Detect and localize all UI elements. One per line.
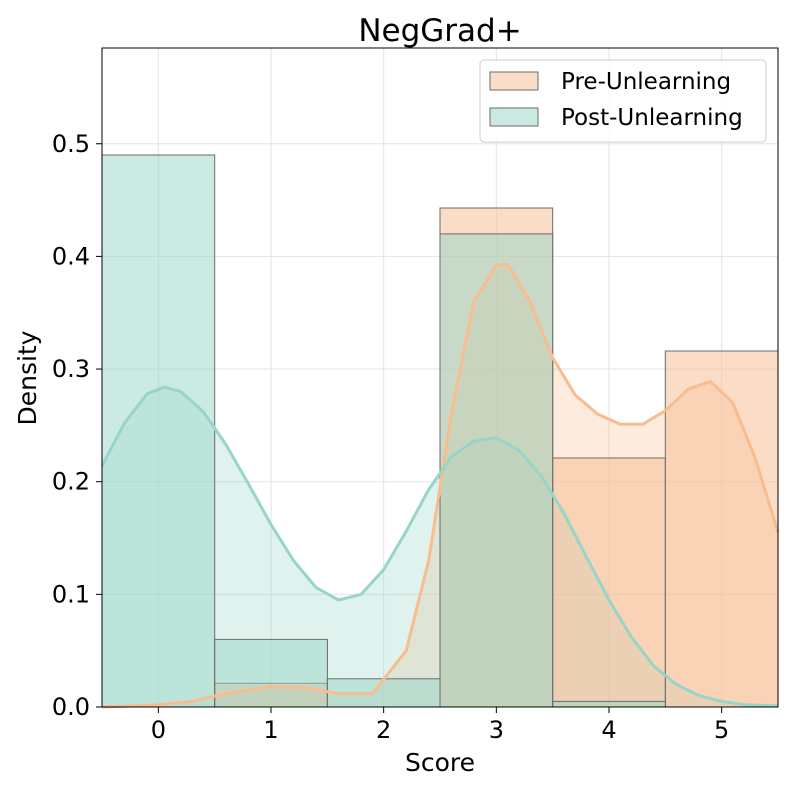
- y-tick-label: 0.4: [52, 242, 90, 270]
- legend-label-series-1: Post-Unlearning: [561, 105, 743, 131]
- kde-line-series-1: [100, 385, 779, 708]
- y-tick-label: 0.2: [52, 468, 90, 496]
- x-tick-label: 2: [376, 716, 391, 744]
- legend-swatch-series-0: [489, 71, 539, 91]
- x-tick-label: 0: [151, 716, 166, 744]
- legend: Pre-Unlearning Post-Unlearning: [479, 59, 767, 143]
- y-tick-label: 0.0: [52, 693, 90, 721]
- y-tick-label: 0.3: [52, 355, 90, 383]
- x-tick-label: 3: [489, 716, 504, 744]
- legend-box: [479, 59, 767, 143]
- x-tick-label: 5: [714, 716, 729, 744]
- x-axis-label: Score: [405, 748, 475, 777]
- bar-layer: [101, 154, 779, 708]
- bar-series-0-score-5: [664, 350, 779, 708]
- bar-series-0-score-4: [552, 457, 666, 708]
- plot-frame: [101, 47, 779, 708]
- bar-series-1-score-4: [552, 700, 666, 708]
- x-tick-label: 1: [263, 716, 278, 744]
- bar-series-1-score-1: [214, 638, 328, 708]
- kde-line-layer: [100, 262, 780, 709]
- tick-layer: 0 1 2 3 4 5 0.0 0.1 0.2 0.3 0.4 0.5: [52, 130, 729, 744]
- legend-label-series-0: Pre-Unlearning: [561, 69, 731, 95]
- y-axis-label: Density: [13, 330, 42, 425]
- y-tick-label: 0.5: [52, 130, 90, 158]
- y-tick-label: 0.1: [52, 580, 90, 608]
- kde-line-series-0: [101, 262, 780, 709]
- x-tick-label: 4: [601, 716, 616, 744]
- chart-title: NegGrad+: [358, 13, 521, 49]
- legend-swatch-series-1: [489, 107, 539, 127]
